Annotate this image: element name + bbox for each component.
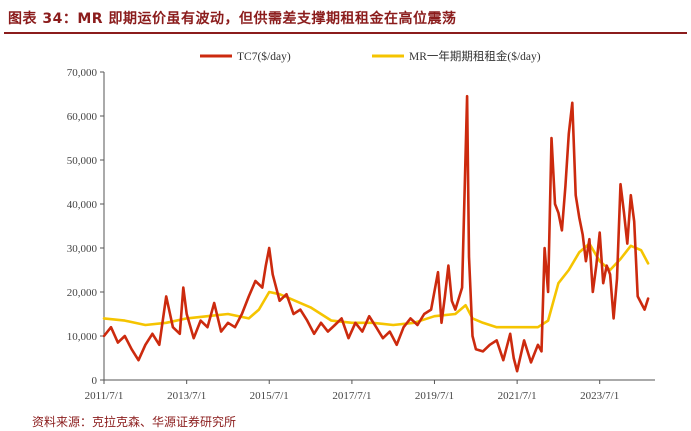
x-tick-label: 2017/7/1 xyxy=(332,390,371,402)
x-tick-label: 2021/7/1 xyxy=(498,390,537,402)
title-rule xyxy=(4,32,687,34)
x-tick-label: 2011/7/1 xyxy=(85,390,124,402)
y-tick-label: 10,000 xyxy=(67,331,98,343)
y-tick-label: 60,000 xyxy=(67,111,98,123)
y-tick-label: 50,000 xyxy=(67,155,98,167)
legend-label-1: MR一年期期租租金($/day) xyxy=(409,49,541,63)
legend: TC7($/day) MR一年期期租租金($/day) xyxy=(200,49,541,63)
source-note: 资料来源：克拉克森、华源证券研究所 xyxy=(32,415,237,429)
y-tick-label: 70,000 xyxy=(67,67,98,79)
y-tick-label: 40,000 xyxy=(67,199,98,211)
y-tick-label: 0 xyxy=(92,375,98,387)
x-tick-label: 2023/7/1 xyxy=(580,390,619,402)
series-layer xyxy=(102,94,650,373)
series-line-0 xyxy=(102,94,650,373)
legend-label-0: TC7($/day) xyxy=(237,50,291,63)
x-tick-label: 2013/7/1 xyxy=(167,390,206,402)
chart-title: 图表 34：MR 即期运价虽有波动，但供需差支撑期租租金在高位震荡 xyxy=(8,11,457,27)
axes: 0 10,000 20,000 30,000 40,000 50,000 60,000 70,… xyxy=(67,67,655,402)
y-tick-label: 20,000 xyxy=(67,287,98,299)
x-tick-label: 2019/7/1 xyxy=(415,390,454,402)
y-tick-label: 30,000 xyxy=(67,243,98,255)
line-chart: TC7($/day) MR一年期期租租金($/day) 0 10,000 20,000… xyxy=(67,49,655,402)
x-tick-label: 2015/7/1 xyxy=(250,390,289,402)
